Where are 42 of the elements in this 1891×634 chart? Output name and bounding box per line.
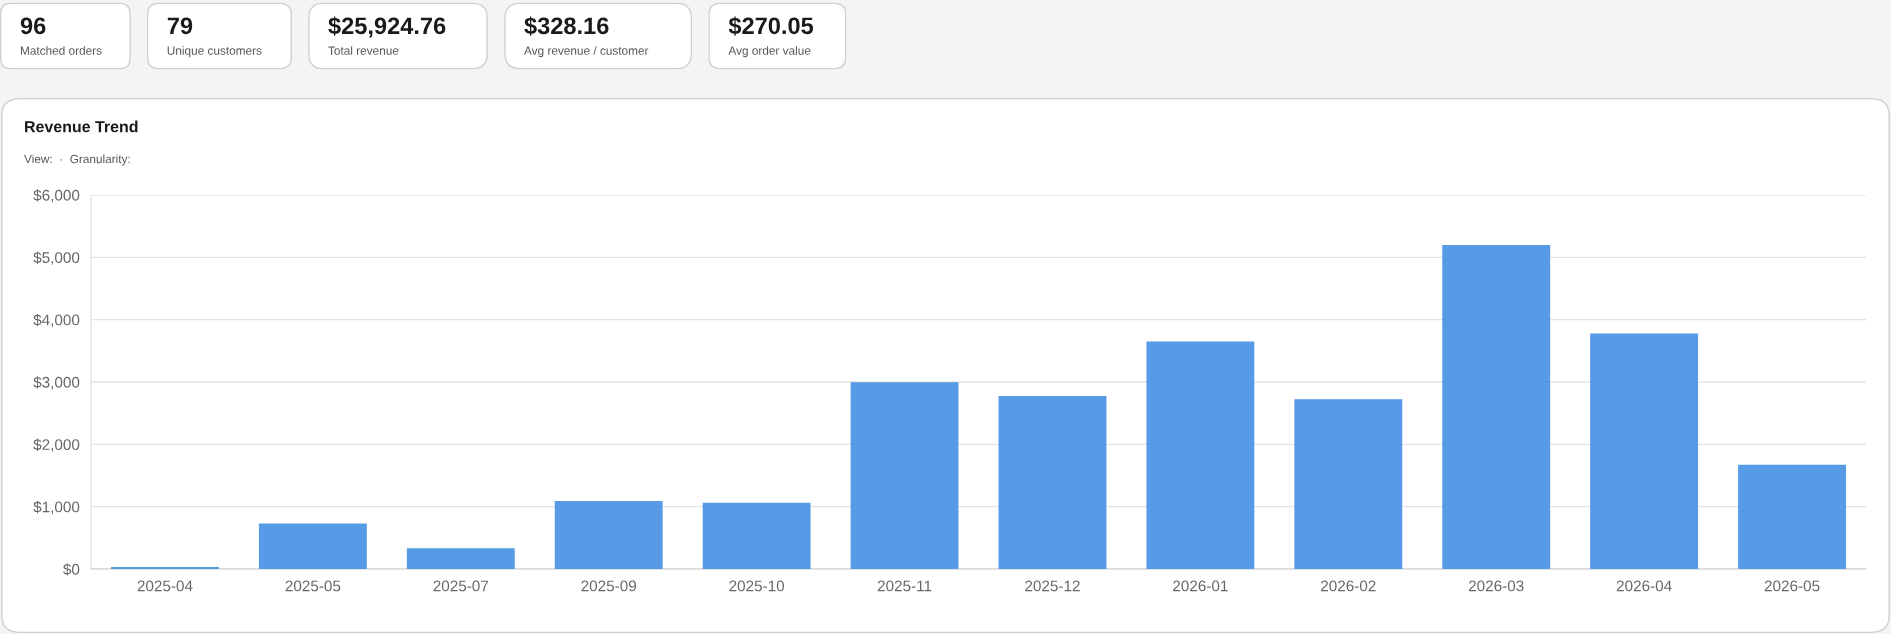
text: Unique customers xyxy=(167,46,262,58)
x-tick-label: 2026-02 xyxy=(1321,580,1376,592)
x-tick-label: 2025-09 xyxy=(581,580,637,592)
x-tick-label: 2026-04 xyxy=(1616,580,1672,592)
bar xyxy=(258,523,367,569)
bar xyxy=(1146,341,1255,569)
bar xyxy=(1294,399,1403,569)
text: 96 xyxy=(20,17,46,35)
y-tick-label: $6,000 xyxy=(33,189,80,203)
x-tick-label: 2026-03 xyxy=(1468,580,1524,592)
bar xyxy=(1590,333,1699,569)
x-tick-label: 2025-05 xyxy=(285,580,341,592)
bar xyxy=(998,396,1107,569)
chart-subtitle: View: · Granularity: xyxy=(24,154,130,166)
x-tick-label: 2025-10 xyxy=(729,580,785,592)
bar xyxy=(406,548,515,569)
chart-title: Revenue Trend xyxy=(25,120,138,133)
bar xyxy=(1442,245,1551,569)
text: 79 xyxy=(167,17,193,35)
x-tick-label: 2025-07 xyxy=(433,580,489,592)
x-tick-label: 2025-12 xyxy=(1025,580,1080,592)
text: Avg revenue / customer xyxy=(524,46,649,58)
bar xyxy=(554,500,663,569)
y-tick-label: $2,000 xyxy=(33,438,80,452)
y-tick-label: $3,000 xyxy=(33,376,80,390)
text: $270.05 xyxy=(728,16,814,36)
bar xyxy=(702,502,811,569)
x-tick-label: 2025-11 xyxy=(877,580,932,592)
text: $25,924.76 xyxy=(328,16,446,38)
y-tick-label: $1,000 xyxy=(33,500,80,515)
y-tick-label: $4,000 xyxy=(33,313,80,328)
y-tick-label: $5,000 xyxy=(33,251,80,265)
x-tick-label: 2026-05 xyxy=(1764,580,1820,592)
bar xyxy=(850,382,959,569)
text: Total revenue xyxy=(328,46,399,55)
bar xyxy=(1738,464,1846,569)
y-tick-label: $0 xyxy=(63,563,80,576)
text: Matched orders xyxy=(20,46,102,55)
text: $328.16 xyxy=(524,16,609,36)
text: Avg order value xyxy=(728,46,811,58)
x-tick-label: 2025-04 xyxy=(137,580,193,592)
x-tick-label: 2026-01 xyxy=(1173,580,1228,592)
